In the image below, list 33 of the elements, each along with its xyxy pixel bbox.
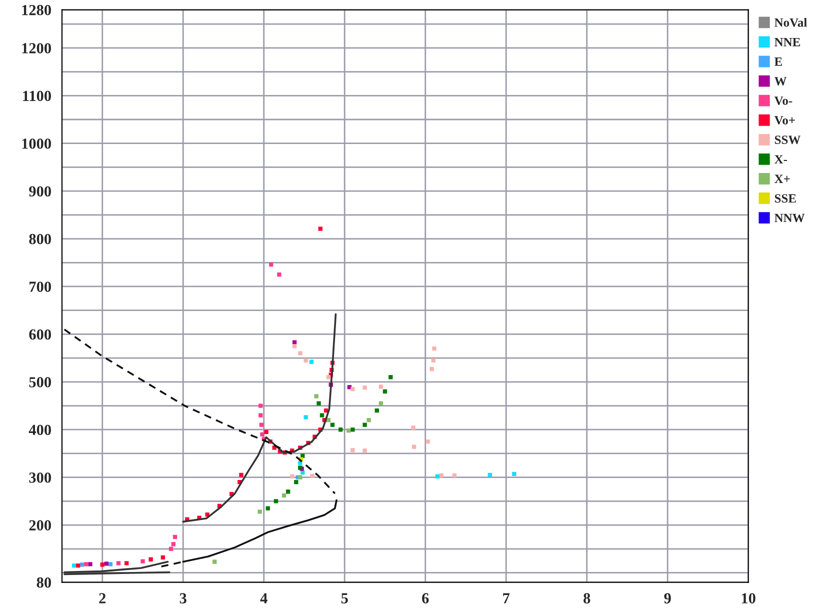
legend-label: Vo- [774,96,792,105]
legend-label: SSW [774,136,800,144]
y-tick-label: 600 [29,329,51,340]
x-tick-label: 4 [260,593,268,604]
legend-label: X+ [774,174,790,183]
y-tick-label: 700 [30,282,51,292]
y-tick-label: 800 [29,234,51,244]
y-tick-label: 900 [29,186,51,197]
legend-label: NNE [774,38,800,46]
x-tick-label: 6 [422,593,429,604]
y-tick-label: 200 [29,520,51,530]
y-tick-label: 1280 [22,4,51,16]
x-tick-label: 5 [341,593,348,604]
x-tick-label: 7 [503,593,510,604]
legend-label: W [774,77,787,86]
legend-label: NNW [774,214,805,222]
x-tick-label: 2 [99,593,106,604]
legend-label: SSE [774,194,796,203]
y-tick-label: 1200 [22,43,51,54]
y-tick-label: 80 [36,577,51,588]
legend-label: NoVal [774,18,807,27]
y-tick-label: 1000 [22,138,51,149]
y-tick-label: 1100 [23,90,51,102]
y-tick-label: 400 [28,424,51,436]
y-tick-label: 500 [29,377,51,388]
legend-label: E [774,58,782,66]
x-tick-label: 3 [180,593,186,604]
x-tick-label: 8 [584,593,590,604]
x-tick-label: 10 [742,593,756,604]
legend-label: X- [774,155,788,164]
y-tick-label: 300 [29,472,51,483]
x-tick-label: 9 [664,593,671,604]
legend-label: Vo+ [774,116,795,125]
